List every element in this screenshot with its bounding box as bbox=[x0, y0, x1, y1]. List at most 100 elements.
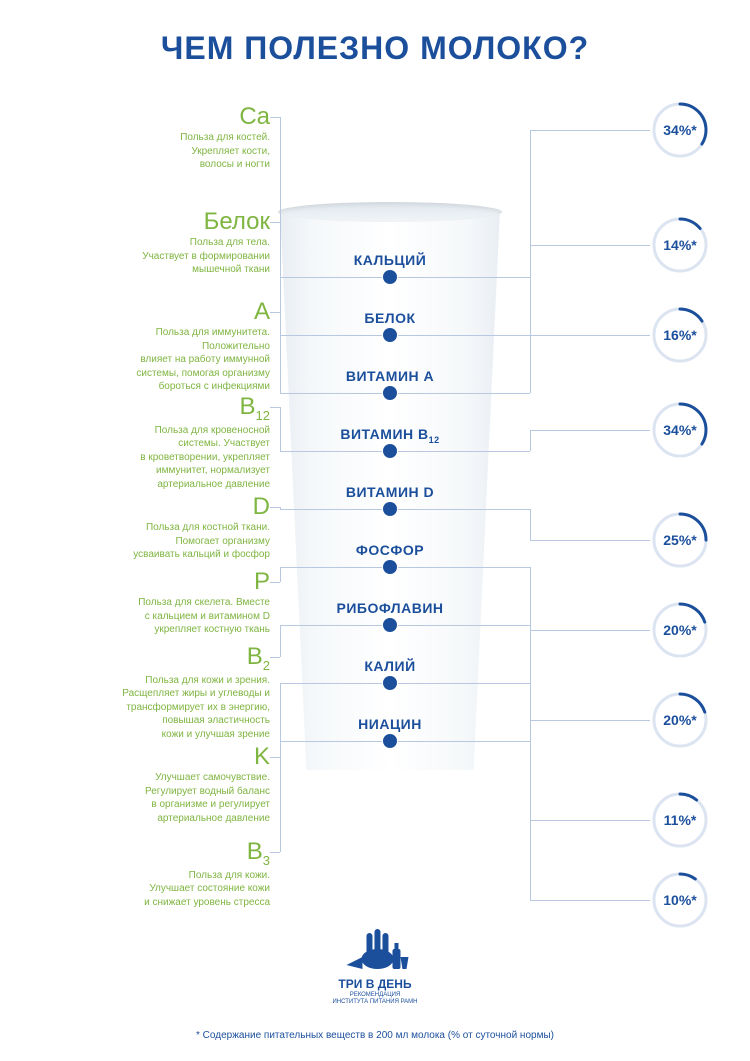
nutrient-symbol: B12 bbox=[30, 395, 270, 422]
nutrient-symbol: P bbox=[30, 570, 270, 594]
connector-line bbox=[280, 277, 382, 278]
pct-circle: 16%* bbox=[650, 305, 710, 365]
pct-label: 16%* bbox=[650, 305, 710, 365]
pct-circle: 34%* bbox=[650, 400, 710, 460]
pct-label: 14%* bbox=[650, 215, 710, 275]
connector-line bbox=[270, 852, 280, 853]
nutrient-symbol: B3 bbox=[30, 840, 270, 867]
nutrient-item: CaПольза для костей.Укрепляет кости,воло… bbox=[30, 105, 270, 172]
nutrient-symbol: A bbox=[30, 300, 270, 324]
connector-line bbox=[398, 625, 530, 626]
glass-nutrient-label: ВИТАМИН A bbox=[280, 368, 500, 384]
nutrient-desc: Польза для скелета. Вместес кальцием и в… bbox=[30, 596, 270, 637]
nutrient-symbol: Ca bbox=[30, 105, 270, 129]
connector-line bbox=[270, 407, 280, 408]
connector-line bbox=[270, 507, 280, 508]
connector-line bbox=[280, 407, 281, 451]
connector-line bbox=[398, 393, 530, 394]
nutrient-desc: Польза для кровеноснойсистемы. Участвует… bbox=[30, 424, 270, 492]
connector-line bbox=[530, 430, 650, 431]
glass-dot bbox=[383, 328, 397, 342]
nutrient-item: DПольза для костной ткани.Помогает орган… bbox=[30, 495, 270, 562]
nutrient-symbol: Белок bbox=[30, 210, 270, 234]
glass-nutrient-label: НИАЦИН bbox=[280, 716, 500, 732]
nutrient-item: AПольза для иммунитета.Положительновлияе… bbox=[30, 300, 270, 394]
connector-line bbox=[530, 630, 650, 631]
nutrient-desc: Польза для костей.Укрепляет кости,волосы… bbox=[30, 131, 270, 172]
connector-line bbox=[398, 741, 530, 742]
pct-circle: 11%* bbox=[650, 790, 710, 850]
connector-line bbox=[530, 720, 650, 721]
nutrient-item: KУлучшает самочувствие.Регулирует водный… bbox=[30, 745, 270, 825]
glass-dot bbox=[383, 444, 397, 458]
glass-nutrient-label: ВИТАМИН D bbox=[280, 484, 500, 500]
nutrient-desc: Польза для кожи.Улучшает состояние кожии… bbox=[30, 869, 270, 910]
footer-logo: ТРИ В ДЕНЬ РЕКОМЕНДАЦИЯ ИНСТИТУТА ПИТАНИ… bbox=[332, 925, 417, 1006]
pct-label: 11%* bbox=[650, 790, 710, 850]
nutrient-desc: Польза для тела.Участвует в формировании… bbox=[30, 236, 270, 277]
connector-line bbox=[398, 509, 530, 510]
connector-line bbox=[530, 509, 531, 540]
connector-line bbox=[530, 741, 531, 900]
connector-line bbox=[530, 540, 650, 541]
connector-line bbox=[270, 582, 280, 583]
connector-line bbox=[280, 393, 382, 394]
nutrient-item: B12Польза для кровеноснойсистемы. Участв… bbox=[30, 395, 270, 491]
connector-line bbox=[398, 567, 530, 568]
logo-sub2: ИНСТИТУТА ПИТАНИЯ РАМН bbox=[332, 999, 417, 1006]
connector-line bbox=[530, 567, 531, 630]
connector-line bbox=[530, 130, 650, 131]
glass-dot bbox=[383, 502, 397, 516]
pct-circle: 20%* bbox=[650, 690, 710, 750]
connector-line bbox=[530, 335, 531, 393]
nutrient-item: БелокПольза для тела.Участвует в формиро… bbox=[30, 210, 270, 277]
pct-label: 20%* bbox=[650, 690, 710, 750]
connector-line bbox=[270, 657, 280, 658]
pct-label: 10%* bbox=[650, 870, 710, 930]
connector-line bbox=[270, 312, 280, 313]
connector-line bbox=[280, 567, 281, 582]
pct-circle: 25%* bbox=[650, 510, 710, 570]
pct-label: 25%* bbox=[650, 510, 710, 570]
nutrient-symbol: D bbox=[30, 495, 270, 519]
connector-line bbox=[280, 741, 382, 742]
connector-line bbox=[530, 900, 650, 901]
nutrient-item: B3Польза для кожи.Улучшает состояние кож… bbox=[30, 840, 270, 909]
logo-title: ТРИ В ДЕНЬ bbox=[332, 977, 417, 991]
logo-sub1: РЕКОМЕНДАЦИЯ bbox=[332, 992, 417, 999]
glass-dot bbox=[383, 386, 397, 400]
glass-nutrient-label: ФОСФОР bbox=[280, 542, 500, 558]
nutrient-item: PПольза для скелета. Вместес кальцием и … bbox=[30, 570, 270, 637]
connector-line bbox=[530, 820, 650, 821]
pct-label: 34%* bbox=[650, 100, 710, 160]
pct-circle: 34%* bbox=[650, 100, 710, 160]
nutrient-item: B2Польза для кожи и зрения.Расщепляет жи… bbox=[30, 645, 270, 741]
connector-line bbox=[280, 741, 281, 852]
glass-rim bbox=[278, 202, 502, 222]
connector-line bbox=[270, 117, 280, 118]
glass-dot bbox=[383, 676, 397, 690]
glass-nutrient-label: КАЛЬЦИЙ bbox=[280, 252, 500, 268]
connector-line bbox=[280, 335, 382, 336]
glass-nutrient-label: КАЛИЙ bbox=[280, 658, 500, 674]
glass-nutrient-label: РИБОФЛАВИН bbox=[280, 600, 500, 616]
page-title: ЧЕМ ПОЛЕЗНО МОЛОКО? bbox=[0, 30, 750, 67]
milk-glass: КАЛЬЦИЙБЕЛОКВИТАМИН AВИТАМИН B12ВИТАМИН … bbox=[280, 210, 500, 770]
connector-line bbox=[280, 625, 281, 657]
nutrient-desc: Польза для костной ткани.Помогает органи… bbox=[30, 521, 270, 562]
glass-dot bbox=[383, 618, 397, 632]
pct-circle: 10%* bbox=[650, 870, 710, 930]
connector-line bbox=[280, 567, 382, 568]
pct-circle: 14%* bbox=[650, 215, 710, 275]
nutrient-symbol: B2 bbox=[30, 645, 270, 672]
connector-line bbox=[530, 245, 650, 246]
connector-line bbox=[280, 451, 382, 452]
nutrient-desc: Польза для кожи и зрения.Расщепляет жиры… bbox=[30, 674, 270, 742]
pct-circle: 20%* bbox=[650, 600, 710, 660]
connector-line bbox=[280, 625, 382, 626]
connector-line bbox=[280, 509, 382, 510]
connector-line bbox=[270, 222, 280, 223]
connector-line bbox=[530, 430, 531, 451]
pct-label: 34%* bbox=[650, 400, 710, 460]
nutrient-desc: Улучшает самочувствие.Регулирует водный … bbox=[30, 771, 270, 825]
